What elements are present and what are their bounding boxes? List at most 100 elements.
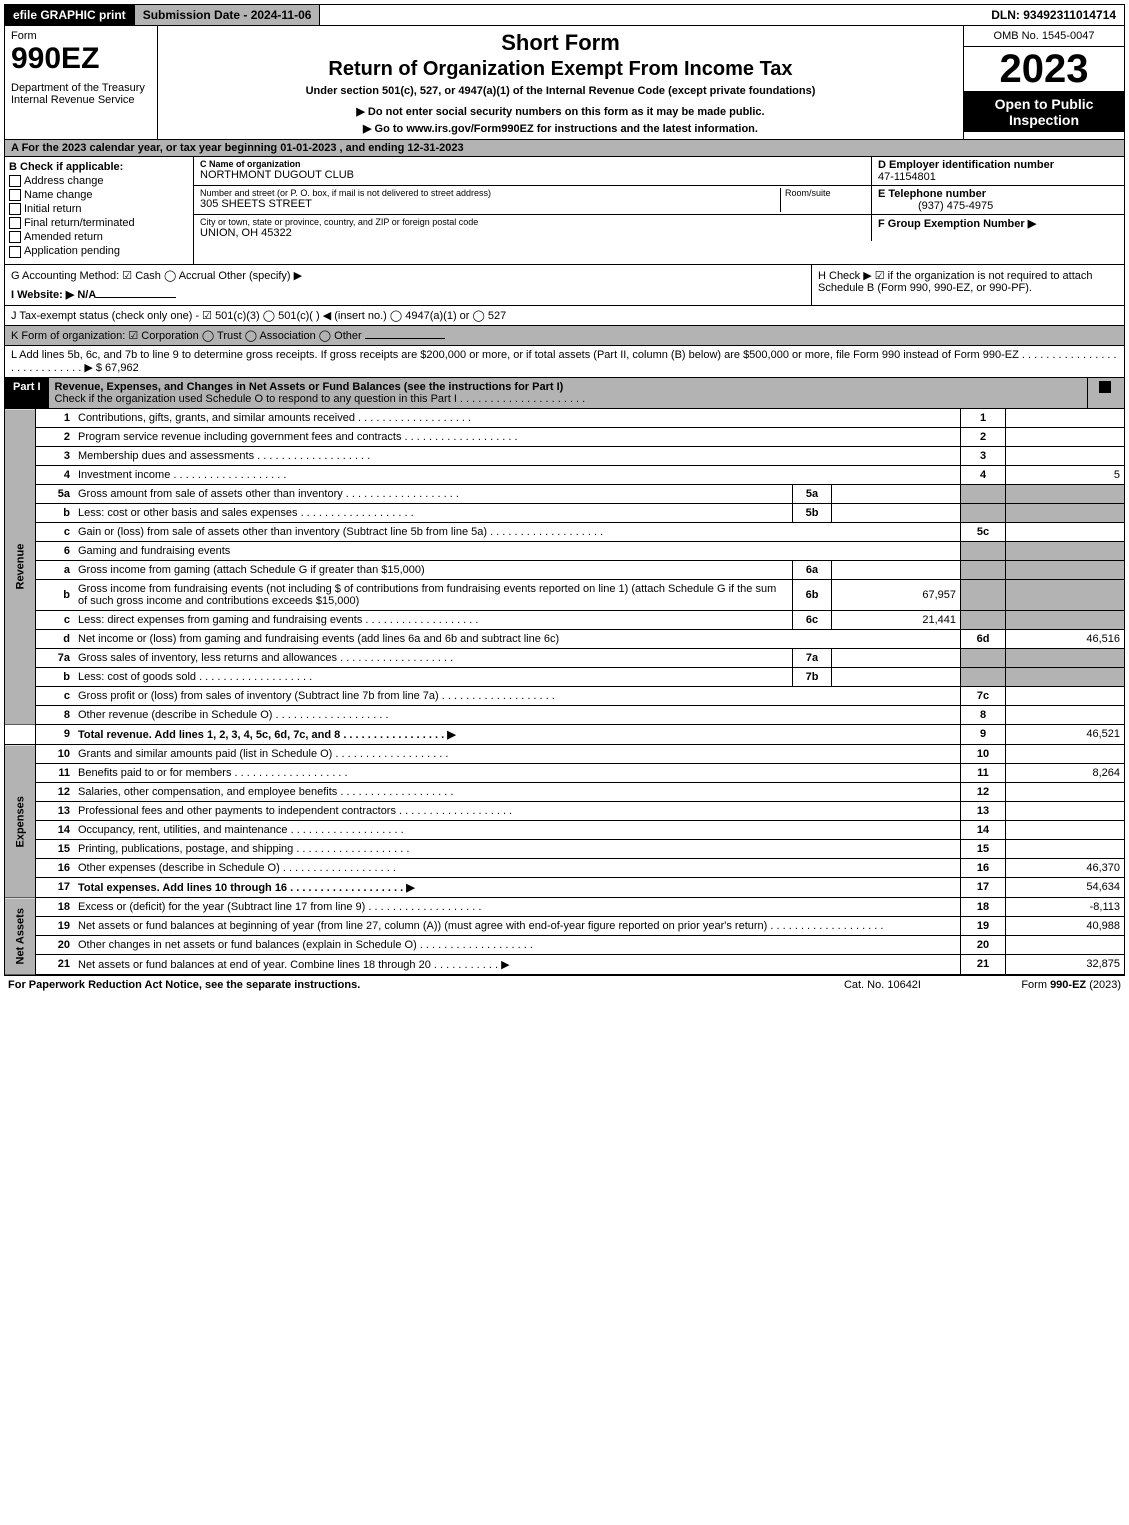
line-7a-desc: Gross sales of inventory, less returns a… [78, 652, 453, 664]
part1-checkbox[interactable] [1087, 378, 1124, 408]
info-grid: B Check if applicable: Address change Na… [4, 157, 1125, 265]
warning-2: ▶ Go to www.irs.gov/Form990EZ for instru… [162, 122, 959, 135]
checkbox-final-return[interactable]: Final return/terminated [9, 217, 189, 229]
line-6c-value: 21,441 [832, 610, 961, 629]
section-j: J Tax-exempt status (check only one) - ☑… [4, 306, 1125, 326]
section-h: H Check ▶ ☑ if the organization is not r… [811, 265, 1124, 305]
line-4-value: 5 [1006, 465, 1125, 484]
section-g: G Accounting Method: ☑ Cash ◯ Accrual Ot… [11, 269, 805, 282]
line-6d-desc: Net income or (loss) from gaming and fun… [74, 629, 961, 648]
line-11-value: 8,264 [1006, 763, 1125, 782]
spacer [320, 5, 983, 25]
checkbox-initial-return[interactable]: Initial return [9, 203, 189, 215]
line-21-desc: Net assets or fund balances at end of ye… [74, 954, 961, 974]
addr-label: Number and street (or P. O. box, if mail… [200, 188, 780, 198]
line-5a-desc: Gross amount from sale of assets other t… [78, 488, 459, 500]
page-footer: For Paperwork Reduction Act Notice, see … [4, 975, 1125, 994]
f-label: F Group Exemption Number ▶ [878, 218, 1036, 230]
line-5c-desc: Gain or (loss) from sale of assets other… [78, 526, 603, 538]
line-15-desc: Printing, publications, postage, and shi… [78, 843, 409, 855]
side-label-netassets: Net Assets [5, 898, 36, 975]
section-a-text: A For the 2023 calendar year, or tax yea… [11, 142, 464, 154]
efile-label: efile GRAPHIC print [5, 5, 135, 25]
ein-value: 47-1154801 [878, 171, 936, 183]
tax-year: 2023 [964, 47, 1124, 91]
section-k: K Form of organization: ☑ Corporation ◯ … [4, 326, 1125, 346]
checkbox-amended-return[interactable]: Amended return [9, 231, 189, 243]
line-12-desc: Salaries, other compensation, and employ… [78, 786, 453, 798]
line-16-value: 46,370 [1006, 858, 1125, 877]
city-value: UNION, OH 45322 [200, 227, 865, 239]
line-6c-desc: Less: direct expenses from gaming and fu… [78, 614, 478, 626]
section-i: I Website: ▶ N/A [11, 289, 96, 301]
room-label: Room/suite [785, 188, 865, 198]
open-public: Open to Public Inspection [964, 91, 1124, 132]
phone-value: (937) 475-4975 [878, 200, 993, 212]
subtitle: Under section 501(c), 527, or 4947(a)(1)… [162, 85, 959, 97]
top-bar: efile GRAPHIC print Submission Date - 20… [4, 4, 1125, 26]
footer-right: Form Form 990-EZ (2023)990-EZ (2023) [921, 979, 1121, 991]
line-13-desc: Professional fees and other payments to … [78, 805, 512, 817]
form-number: 990EZ [11, 42, 151, 76]
section-a: A For the 2023 calendar year, or tax yea… [4, 140, 1125, 157]
part1-label: Part I [5, 378, 49, 408]
line-6a-desc: Gross income from gaming (attach Schedul… [74, 560, 793, 579]
omb-number: OMB No. 1545-0047 [964, 26, 1124, 47]
line-18-value: -8,113 [1006, 898, 1125, 917]
side-label-revenue: Revenue [5, 409, 36, 725]
line-6-desc: Gaming and fundraising events [74, 541, 961, 560]
line-2-desc: Program service revenue including govern… [78, 431, 518, 443]
line-6b-value: 67,957 [832, 579, 961, 610]
netassets-table: Net Assets 18 Excess or (deficit) for th… [4, 898, 1125, 975]
section-l: L Add lines 5b, 6c, and 7b to line 9 to … [4, 346, 1125, 378]
line-7b-desc: Less: cost of goods sold [78, 671, 312, 683]
section-ghi: G Accounting Method: ☑ Cash ◯ Accrual Ot… [4, 265, 1125, 306]
addr-value: 305 SHEETS STREET [200, 198, 780, 210]
checkbox-name-change[interactable]: Name change [9, 189, 189, 201]
checkbox-address-change[interactable]: Address change [9, 175, 189, 187]
c-name-label: C Name of organization [200, 159, 301, 169]
title-return: Return of Organization Exempt From Incom… [162, 58, 959, 81]
line-6d-value: 46,516 [1006, 629, 1125, 648]
header-center: Short Form Return of Organization Exempt… [158, 26, 963, 139]
checkbox-application-pending[interactable]: Application pending [9, 245, 189, 257]
side-label-expenses: Expenses [5, 745, 36, 898]
part1-title: Revenue, Expenses, and Changes in Net As… [55, 381, 564, 393]
section-cdef: C Name of organization NORTHMONT DUGOUT … [194, 157, 1124, 264]
header-left: Form 990EZ Department of the Treasury In… [5, 26, 158, 139]
form-header: Form 990EZ Department of the Treasury In… [4, 26, 1125, 140]
line-1-value [1006, 409, 1125, 428]
header-right: OMB No. 1545-0047 2023 Open to Public In… [963, 26, 1124, 139]
line-7c-desc: Gross profit or (loss) from sales of inv… [78, 690, 555, 702]
revenue-table: Revenue 1 Contributions, gifts, grants, … [4, 409, 1125, 745]
line-17-desc: Total expenses. Add lines 10 through 16 … [78, 882, 415, 894]
footer-center: Cat. No. 10642I [844, 979, 921, 991]
title-short-form: Short Form [162, 30, 959, 56]
form-word: Form [11, 30, 151, 42]
dept-label: Department of the Treasury Internal Reve… [11, 82, 151, 106]
line-8-desc: Other revenue (describe in Schedule O) [78, 709, 389, 721]
line-6b-desc: Gross income from fundraising events (no… [74, 579, 793, 610]
line-19-value: 40,988 [1006, 916, 1125, 935]
part1-header-row: Part I Revenue, Expenses, and Changes in… [4, 378, 1125, 409]
line-11-desc: Benefits paid to or for members [78, 767, 348, 779]
line-1-desc: Contributions, gifts, grants, and simila… [78, 412, 471, 424]
city-label: City or town, state or province, country… [200, 217, 865, 227]
footer-left: For Paperwork Reduction Act Notice, see … [8, 979, 844, 991]
line-17-value: 54,634 [1006, 877, 1125, 897]
line-9-desc: Total revenue. Add lines 1, 2, 3, 4, 5c,… [78, 729, 456, 741]
e-label: E Telephone number [878, 188, 986, 200]
part1-check-text: Check if the organization used Schedule … [55, 393, 586, 405]
section-b-label: B Check if applicable: [9, 161, 123, 173]
line-21-value: 32,875 [1006, 954, 1125, 974]
section-b: B Check if applicable: Address change Na… [5, 157, 194, 264]
line-4-desc: Investment income [78, 469, 286, 481]
submission-date: Submission Date - 2024-11-06 [135, 5, 321, 25]
dln-label: DLN: 93492311014714 [983, 5, 1124, 25]
d-label: D Employer identification number [878, 159, 1054, 171]
line-18-desc: Excess or (deficit) for the year (Subtra… [78, 901, 481, 913]
line-16-desc: Other expenses (describe in Schedule O) [78, 862, 396, 874]
line-9-value: 46,521 [1006, 724, 1125, 744]
line-19-desc: Net assets or fund balances at beginning… [78, 920, 883, 932]
line-5b-desc: Less: cost or other basis and sales expe… [78, 507, 414, 519]
